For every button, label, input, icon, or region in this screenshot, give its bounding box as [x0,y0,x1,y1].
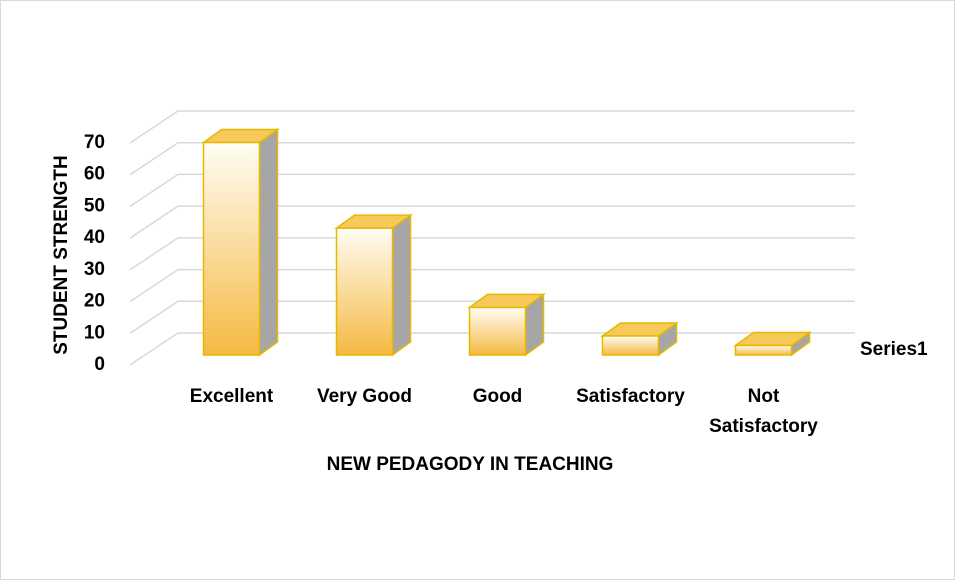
bar [335,227,394,356]
grid-line [129,268,855,303]
x-tick-label-box: Not Satisfactory [709,386,818,437]
bar [601,335,660,356]
y-tick-label: 30 [84,259,105,280]
x-tick-label-box: Good [472,386,523,407]
grid-line [129,110,855,144]
bar-side [391,213,412,357]
y-axis-label: STUDENT STRENGTH [51,155,72,355]
bar-side [258,128,279,357]
y-tick-label: 20 [84,291,105,312]
y-tick-label: 40 [84,227,105,248]
bar [468,306,527,356]
grid-line [129,141,855,176]
y-tick-label: 50 [84,195,105,216]
grid-line [129,237,855,271]
x-tick-label: Satisfactory [576,386,685,407]
grid-line [129,205,855,239]
legend-label: Series1 [860,339,928,360]
y-tick-label: 10 [84,322,105,343]
bar [734,344,793,356]
grid-line [129,173,855,208]
x-axis-label: NEW PEDAGODY IN TEACHING [327,454,614,475]
grid-line [129,300,855,334]
y-tick-label: 70 [84,132,105,153]
x-tick-label-box: Excellent [189,386,274,407]
x-tick-label: Not Satisfactory [709,386,818,437]
y-tick-label: 60 [84,164,105,185]
x-tick-label-box: Satisfactory [576,386,685,407]
bar [202,141,261,356]
x-tick-label: Good [472,386,523,407]
x-tick-label: Very Good [316,386,413,407]
x-tick-label-box: Very Good [316,386,413,407]
x-tick-label: Excellent [189,386,274,407]
y-tick-label: 0 [94,354,105,375]
